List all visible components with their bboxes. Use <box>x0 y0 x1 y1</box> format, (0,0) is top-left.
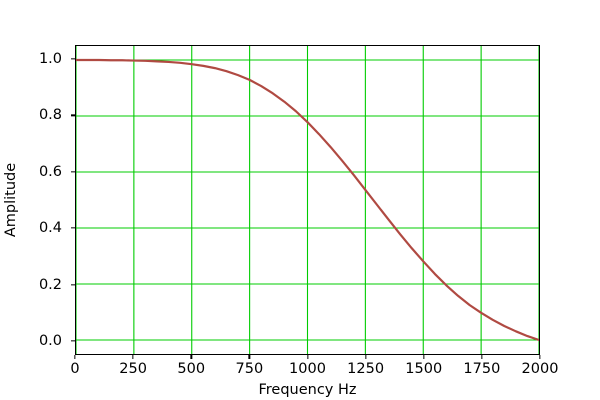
plot-svg <box>76 46 539 354</box>
y-tick-label: 0.2 <box>38 276 62 293</box>
x-tick-mark <box>539 355 541 359</box>
x-tick-mark <box>423 355 425 359</box>
data-series-group <box>76 58 539 342</box>
grid-lines <box>76 46 539 354</box>
x-tick-mark <box>481 355 483 359</box>
x-axis-tick-labels: 0 250 500 750 1000 1250 1500 1750 2000 <box>70 361 558 381</box>
plot-area <box>75 45 540 355</box>
x-tick-label: 0 <box>70 361 80 377</box>
y-tick-mark <box>71 340 75 342</box>
x-axis-tick-marks <box>74 355 541 363</box>
x-tick-mark <box>306 355 309 359</box>
x-tick-label: 1750 <box>463 361 501 377</box>
y-tick-mark <box>71 227 75 229</box>
y-axis-tick-labels: 0.0 0.2 0.4 0.6 0.8 1.0 <box>0 45 66 355</box>
y-tick-label: 1.0 <box>38 51 62 68</box>
y-tick-label: 0.8 <box>38 107 62 124</box>
y-axis-tick-marks <box>67 45 75 355</box>
y-tick-label: 0.6 <box>38 163 62 180</box>
y-tick-mark <box>71 58 75 60</box>
y-tick-mark <box>71 114 75 117</box>
y-tick-mark <box>71 171 75 173</box>
x-axis-label: Frequency Hz <box>258 382 357 398</box>
x-tick-label: 250 <box>119 361 147 377</box>
x-tick-label: 1500 <box>405 361 443 377</box>
x-tick-label: 500 <box>177 361 206 377</box>
x-tick-mark <box>74 355 76 359</box>
y-tick-mark <box>71 283 75 286</box>
x-tick-mark <box>248 355 251 359</box>
x-tick-mark <box>132 355 134 359</box>
x-tick-label: 2000 <box>521 361 559 377</box>
y-tick-label: 0.4 <box>38 220 62 237</box>
data-line <box>76 58 539 342</box>
x-tick-mark <box>190 355 192 359</box>
y-tick-label: 0.0 <box>38 332 62 349</box>
x-tick-mark <box>364 355 367 359</box>
x-tick-label: 750 <box>235 361 264 377</box>
x-tick-label: 1250 <box>347 361 385 377</box>
x-tick-label: 1000 <box>289 361 326 377</box>
